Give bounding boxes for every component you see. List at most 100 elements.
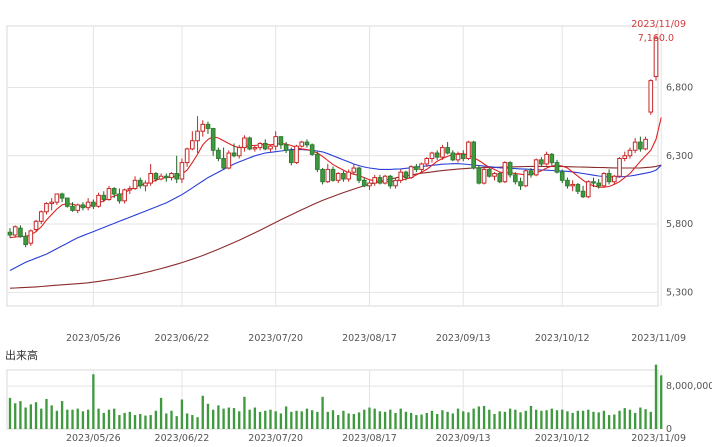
- date-axis-labels-volume: 2023/05/26 2023/06/22 2023/07/20 2023/08/17…: [66, 433, 686, 444]
- volume-bar: [269, 409, 272, 429]
- volume-bar: [592, 411, 595, 429]
- volume-bar: [331, 410, 335, 429]
- volume-bar: [14, 403, 17, 429]
- candle-down: [403, 171, 409, 179]
- volume-bar: [540, 410, 543, 429]
- candle-up: [533, 159, 539, 176]
- volume-bar: [118, 415, 121, 429]
- date-tick-label: 2023/11/09: [631, 433, 686, 444]
- volume-bar: [623, 408, 626, 429]
- candle-up: [169, 173, 174, 179]
- candle-down: [507, 162, 513, 176]
- volume-bar: [305, 408, 309, 429]
- price-tick-label: 6,300: [666, 151, 693, 162]
- volume-bar: [529, 405, 533, 429]
- candle-up: [33, 220, 39, 231]
- volume-bar: [149, 415, 152, 429]
- candle-down: [101, 194, 107, 200]
- candle-up: [653, 37, 659, 78]
- candle-up: [252, 147, 258, 150]
- candle-down: [387, 175, 393, 187]
- volume-bar: [201, 395, 204, 429]
- date-tick-label: 2023/08/17: [342, 333, 397, 344]
- volume-bar: [488, 409, 491, 429]
- volume-bar: [107, 409, 111, 429]
- candle-up: [523, 170, 529, 187]
- candle-down: [283, 144, 289, 151]
- date-tick-label: 2023/07/20: [248, 333, 303, 344]
- volume-bar: [8, 397, 12, 429]
- candle-up: [148, 173, 153, 184]
- volume-bar: [232, 408, 236, 429]
- volume-bar: [503, 411, 507, 429]
- candle-down: [450, 152, 456, 161]
- candle-up: [190, 140, 195, 150]
- volume-bar: [227, 407, 230, 429]
- volume-bar: [415, 415, 418, 429]
- candle-up: [184, 148, 190, 164]
- volume-bar: [425, 412, 428, 429]
- candle-down: [559, 171, 565, 181]
- candle-down: [153, 173, 159, 180]
- candle-up: [96, 194, 101, 207]
- volume-bar: [467, 412, 470, 429]
- volume-bar: [102, 412, 105, 429]
- volume-bar: [368, 407, 371, 429]
- volume-tick-label: 8,000,000: [666, 381, 712, 392]
- candle-down: [434, 152, 440, 158]
- volume-bar: [420, 414, 423, 429]
- volume-bar: [644, 409, 647, 429]
- volume-bar: [628, 409, 632, 429]
- volume-bar: [399, 408, 402, 429]
- candle-up: [611, 175, 617, 183]
- candle-down: [377, 177, 383, 184]
- volume-bar: [389, 409, 392, 429]
- candle-down: [638, 141, 643, 150]
- volume-bar: [185, 413, 189, 429]
- volume-bar: [274, 411, 277, 429]
- volume-bar: [441, 410, 444, 429]
- volume-bar: [508, 408, 512, 429]
- candle-down: [580, 190, 586, 198]
- volume-bar: [40, 408, 43, 429]
- volume-bar: [81, 411, 85, 429]
- candle-up: [257, 142, 263, 149]
- candle-down: [18, 227, 23, 237]
- candle-up: [372, 177, 378, 184]
- volume-bar: [29, 404, 33, 429]
- candle-up: [226, 152, 232, 169]
- candle-up: [294, 145, 299, 164]
- candle-up: [585, 181, 591, 198]
- volume-bar: [170, 410, 173, 429]
- volume-bar: [19, 401, 22, 429]
- volume-bar: [24, 407, 27, 429]
- candle-up: [54, 193, 60, 203]
- volume-axis-labels: 0 8,000,000: [666, 381, 712, 435]
- volume-bar: [493, 413, 496, 429]
- last-price-label: 7,160.0: [638, 33, 674, 44]
- volume-bar: [316, 411, 319, 429]
- candle-up: [382, 175, 388, 184]
- candle-up: [643, 138, 648, 150]
- candle-down: [471, 141, 476, 169]
- candle-up: [132, 179, 138, 190]
- candle-up: [346, 171, 351, 180]
- volume-bar: [76, 408, 79, 429]
- candle-down: [341, 173, 346, 180]
- candle-up: [419, 163, 424, 170]
- candle-down: [163, 175, 169, 179]
- candle-up: [28, 230, 34, 244]
- volume-bar: [222, 408, 225, 429]
- volume-bar: [284, 406, 288, 429]
- candle-down: [497, 173, 503, 183]
- price-tick-label: 5,300: [666, 287, 693, 298]
- volume-bar: [430, 410, 434, 429]
- candle-down: [554, 162, 560, 173]
- candle-down: [59, 193, 65, 199]
- candle-down: [486, 168, 492, 177]
- volume-bar: [238, 411, 241, 429]
- volume-bar: [175, 416, 178, 429]
- candle-up: [440, 147, 445, 158]
- date-tick-label: 2023/05/26: [66, 333, 121, 344]
